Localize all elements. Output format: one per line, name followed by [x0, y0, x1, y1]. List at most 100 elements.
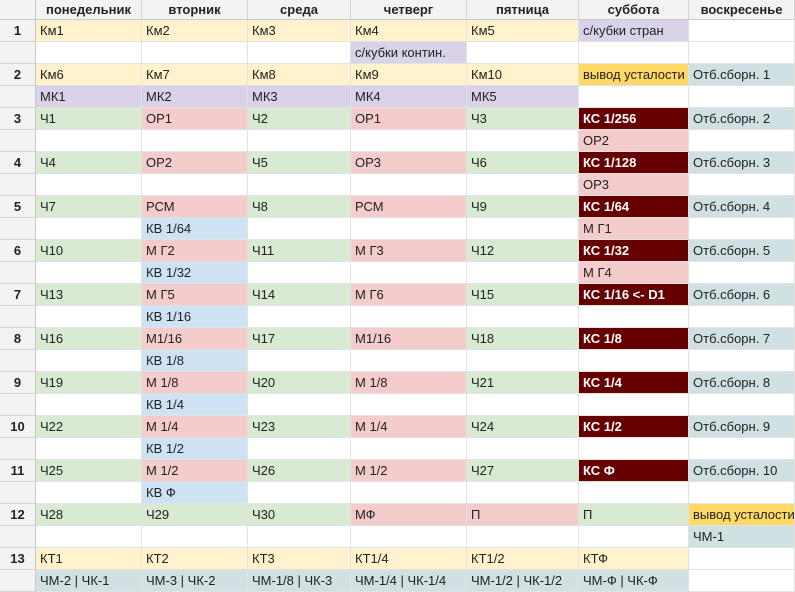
cell-wednesday[interactable]: Ч5	[248, 152, 351, 174]
cell-friday[interactable]	[467, 218, 579, 240]
cell-sunday[interactable]	[689, 394, 795, 416]
cell-friday[interactable]: Ч18	[467, 328, 579, 350]
row-header[interactable]	[0, 262, 36, 284]
row-header[interactable]	[0, 218, 36, 240]
cell-friday[interactable]	[467, 394, 579, 416]
cell-monday[interactable]	[36, 130, 142, 152]
cell-sunday[interactable]	[689, 262, 795, 284]
cell-saturday[interactable]	[579, 438, 689, 460]
cell-monday[interactable]: Км1	[36, 20, 142, 42]
cell-tuesday[interactable]: КВ 1/8	[142, 350, 248, 372]
cell-thursday[interactable]	[351, 394, 467, 416]
cell-sunday[interactable]	[689, 306, 795, 328]
cell-wednesday[interactable]: Ч26	[248, 460, 351, 482]
cell-thursday[interactable]: Км4	[351, 20, 467, 42]
column-header-monday[interactable]: понедельник	[36, 0, 142, 20]
cell-wednesday[interactable]	[248, 42, 351, 64]
row-header[interactable]	[0, 526, 36, 548]
cell-thursday[interactable]: ОР1	[351, 108, 467, 130]
cell-saturday[interactable]: ОР3	[579, 174, 689, 196]
cell-thursday[interactable]: РСМ	[351, 196, 467, 218]
cell-sunday[interactable]: Отб.сборн. 3	[689, 152, 795, 174]
cell-saturday[interactable]: КС 1/4	[579, 372, 689, 394]
row-header[interactable]: 5	[0, 196, 36, 218]
cell-sunday[interactable]	[689, 86, 795, 108]
cell-wednesday[interactable]: Км8	[248, 64, 351, 86]
cell-saturday[interactable]: КС 1/256	[579, 108, 689, 130]
cell-sunday[interactable]: Отб.сборн. 7	[689, 328, 795, 350]
cell-monday[interactable]: Ч16	[36, 328, 142, 350]
cell-thursday[interactable]: МК4	[351, 86, 467, 108]
row-header[interactable]: 12	[0, 504, 36, 526]
row-header[interactable]: 4	[0, 152, 36, 174]
cell-monday[interactable]: КТ1	[36, 548, 142, 570]
cell-saturday[interactable]: М Г4	[579, 262, 689, 284]
cell-saturday[interactable]	[579, 526, 689, 548]
column-header-wednesday[interactable]: среда	[248, 0, 351, 20]
cell-wednesday[interactable]	[248, 394, 351, 416]
cell-saturday[interactable]: КС 1/32	[579, 240, 689, 262]
cell-wednesday[interactable]: Ч23	[248, 416, 351, 438]
row-header[interactable]: 7	[0, 284, 36, 306]
row-header[interactable]	[0, 42, 36, 64]
cell-thursday[interactable]	[351, 262, 467, 284]
column-header-tuesday[interactable]: вторник	[142, 0, 248, 20]
row-header[interactable]	[0, 86, 36, 108]
cell-sunday[interactable]	[689, 570, 795, 592]
cell-wednesday[interactable]: Ч17	[248, 328, 351, 350]
cell-saturday[interactable]: вывод усталости	[579, 64, 689, 86]
cell-tuesday[interactable]: КВ Ф	[142, 482, 248, 504]
cell-saturday[interactable]: КС 1/128	[579, 152, 689, 174]
cell-friday[interactable]	[467, 482, 579, 504]
cell-friday[interactable]	[467, 174, 579, 196]
cell-saturday[interactable]	[579, 306, 689, 328]
cell-saturday[interactable]: П	[579, 504, 689, 526]
cell-monday[interactable]	[36, 394, 142, 416]
cell-monday[interactable]: Ч10	[36, 240, 142, 262]
cell-tuesday[interactable]: РСМ	[142, 196, 248, 218]
cell-tuesday[interactable]: Км7	[142, 64, 248, 86]
cell-monday[interactable]: Ч28	[36, 504, 142, 526]
cell-wednesday[interactable]	[248, 130, 351, 152]
cell-friday[interactable]: Ч12	[467, 240, 579, 262]
cell-monday[interactable]	[36, 262, 142, 284]
row-header[interactable]	[0, 438, 36, 460]
cell-sunday[interactable]: вывод усталости	[689, 504, 795, 526]
cell-thursday[interactable]: М 1/2	[351, 460, 467, 482]
row-header[interactable]	[0, 482, 36, 504]
cell-saturday[interactable]: КС 1/8	[579, 328, 689, 350]
cell-saturday[interactable]	[579, 42, 689, 64]
cell-friday[interactable]: Ч3	[467, 108, 579, 130]
row-header[interactable]: 8	[0, 328, 36, 350]
cell-tuesday[interactable]	[142, 526, 248, 548]
cell-saturday[interactable]: КС 1/16 <- D1	[579, 284, 689, 306]
cell-wednesday[interactable]: Ч11	[248, 240, 351, 262]
cell-tuesday[interactable]: КВ 1/16	[142, 306, 248, 328]
cell-monday[interactable]	[36, 174, 142, 196]
cell-tuesday[interactable]: КТ2	[142, 548, 248, 570]
cell-sunday[interactable]	[689, 20, 795, 42]
cell-thursday[interactable]: М Г3	[351, 240, 467, 262]
cell-tuesday[interactable]: Км2	[142, 20, 248, 42]
cell-tuesday[interactable]	[142, 174, 248, 196]
cell-sunday[interactable]: Отб.сборн. 1	[689, 64, 795, 86]
row-header[interactable]	[0, 570, 36, 592]
cell-monday[interactable]: Ч1	[36, 108, 142, 130]
column-header-saturday[interactable]: суббота	[579, 0, 689, 20]
cell-thursday[interactable]: ЧМ-1/4 | ЧК-1/4	[351, 570, 467, 592]
row-header[interactable]: 10	[0, 416, 36, 438]
cell-sunday[interactable]	[689, 42, 795, 64]
cell-monday[interactable]: Ч7	[36, 196, 142, 218]
cell-monday[interactable]	[36, 42, 142, 64]
cell-wednesday[interactable]: Ч2	[248, 108, 351, 130]
cell-monday[interactable]: МК1	[36, 86, 142, 108]
cell-sunday[interactable]	[689, 548, 795, 570]
cell-thursday[interactable]: Км9	[351, 64, 467, 86]
cell-friday[interactable]: Ч9	[467, 196, 579, 218]
cell-wednesday[interactable]: Ч30	[248, 504, 351, 526]
cell-monday[interactable]: Ч22	[36, 416, 142, 438]
column-header-friday[interactable]: пятница	[467, 0, 579, 20]
cell-tuesday[interactable]: ОР1	[142, 108, 248, 130]
cell-wednesday[interactable]	[248, 526, 351, 548]
cell-thursday[interactable]: МФ	[351, 504, 467, 526]
